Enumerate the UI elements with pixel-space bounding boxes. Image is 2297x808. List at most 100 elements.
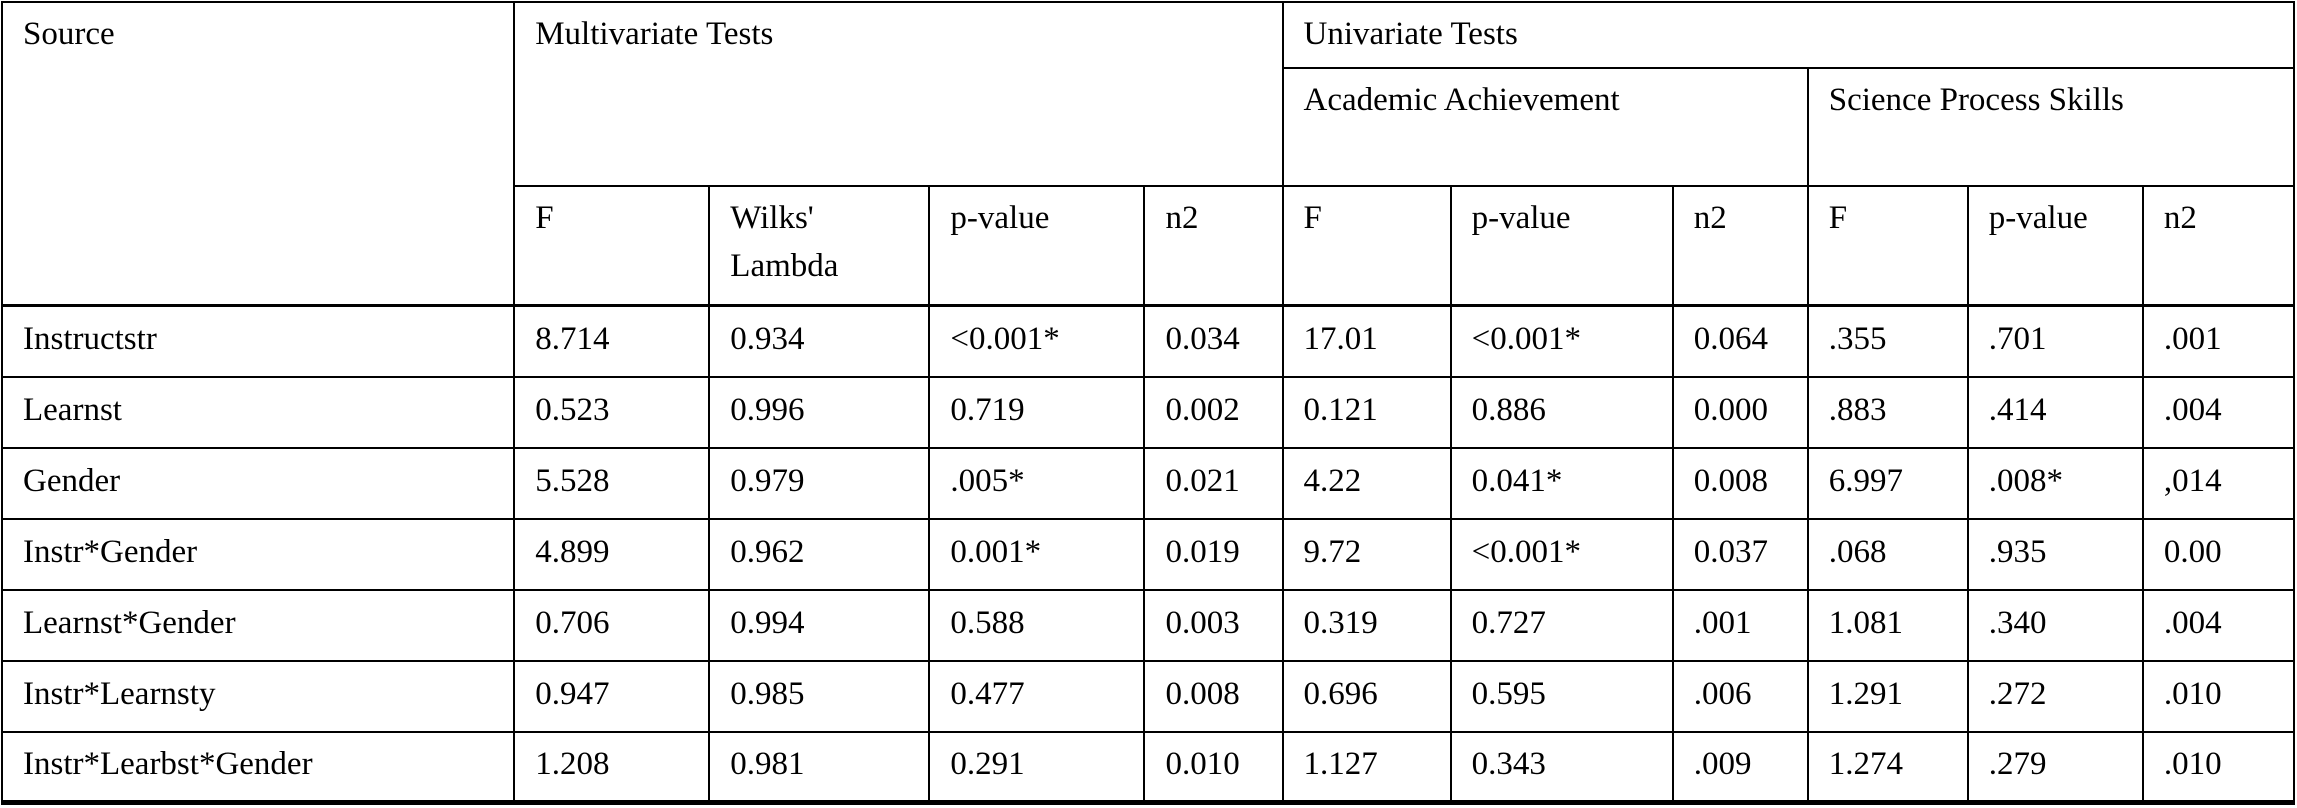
data-cell: .883 <box>1806 375 1969 449</box>
data-cell: 1.081 <box>1806 588 1969 662</box>
data-cell: 1.208 <box>513 730 711 804</box>
data-cell: 0.934 <box>708 304 931 378</box>
data-cell: 0.001* <box>928 517 1146 591</box>
data-cell: 0.523 <box>513 375 711 449</box>
data-cell: .279 <box>1966 730 2144 804</box>
data-cell: 1.291 <box>1806 659 1969 733</box>
row-source-cell: Instr*Learbst*Gender <box>0 730 516 804</box>
data-cell: 0.021 <box>1143 446 1284 520</box>
data-cell: 0.002 <box>1143 375 1284 449</box>
row-source-cell: Learnst*Gender <box>0 588 516 662</box>
data-cell: 0.719 <box>928 375 1146 449</box>
table-row: Instr*Learnsty 0.947 0.985 0.477 0.008 0.696 0… <box>0 659 2296 733</box>
row-source-cell: Gender <box>0 446 516 520</box>
data-cell: 0.319 <box>1281 588 1452 662</box>
table-header: Source Multivariate Tests Univariate Tes… <box>0 1 2296 308</box>
table-row: Instr*Gender 4.899 0.962 0.001* 0.019 9.72 <0.… <box>0 517 2296 591</box>
data-cell: 0.064 <box>1671 304 1809 378</box>
data-cell: 0.595 <box>1449 659 1674 733</box>
data-cell: .008* <box>1966 446 2144 520</box>
header-cell-stat-7: F <box>1806 184 1969 308</box>
data-cell: <0.001* <box>1449 304 1674 378</box>
data-cell: 0.996 <box>708 375 931 449</box>
data-cell: 0.588 <box>928 588 1146 662</box>
table-body: Instructstr 8.714 0.934 <0.001* 0.034 17.01 <0… <box>0 304 2296 804</box>
data-cell: .272 <box>1966 659 2144 733</box>
row-source-cell: Instr*Gender <box>0 517 516 591</box>
data-cell: 17.01 <box>1281 304 1452 378</box>
table-row: Learnst 0.523 0.996 0.719 0.002 0.121 0.886 0.0… <box>0 375 2296 449</box>
data-cell: 0.037 <box>1671 517 1809 591</box>
data-cell: 1.127 <box>1281 730 1452 804</box>
data-cell: .001 <box>1671 588 1809 662</box>
table-row: Gender 5.528 0.979.005* 0.021 4.22 0.041* 0.00… <box>0 446 2296 520</box>
data-cell: .068 <box>1806 517 1969 591</box>
header-row-measures: Academic Achievement Science Process Ski… <box>2 66 2296 187</box>
data-cell: 0.985 <box>708 659 931 733</box>
data-cell: ,014 <box>2141 446 2296 520</box>
data-cell: .010 <box>2141 659 2296 733</box>
row-source-cell: Instr*Learnsty <box>0 659 516 733</box>
data-cell: .010 <box>2141 730 2296 804</box>
data-cell: 5.528 <box>513 446 711 520</box>
data-cell: .701 <box>1966 304 2144 378</box>
header-cell-multivariate-tests: Multivariate Tests <box>513 1 1284 187</box>
data-cell: .340 <box>1966 588 2144 662</box>
data-cell: 0.291 <box>928 730 1146 804</box>
data-cell: .005* <box>928 446 1146 520</box>
data-cell: 0.121 <box>1281 375 1452 449</box>
data-cell: 6.997 <box>1806 446 1969 520</box>
data-cell: .414 <box>1966 375 2144 449</box>
data-cell: 0.008 <box>1671 446 1809 520</box>
data-cell: 0.981 <box>708 730 931 804</box>
header-cell-stat-1: Wilks' Lambda <box>708 184 931 308</box>
data-cell: 9.72 <box>1281 517 1452 591</box>
data-cell: 0.727 <box>1449 588 1674 662</box>
data-cell: 0.477 <box>928 659 1146 733</box>
data-cell: <0.001* <box>1449 517 1674 591</box>
data-cell: .001 <box>2141 304 2296 378</box>
header-cell-stat-3: n2 <box>1143 184 1284 308</box>
data-cell: .935 <box>1966 517 2144 591</box>
table-row: Learnst*Gender 0.706 0.994 0.588 0.003 0.319 0… <box>0 588 2296 662</box>
data-cell: 4.22 <box>1281 446 1452 520</box>
data-cell: .004 <box>2141 375 2296 449</box>
header-cell-source: Source <box>0 1 516 308</box>
data-cell: 0.034 <box>1143 304 1284 378</box>
data-cell: 0.041* <box>1449 446 1674 520</box>
data-cell: 0.696 <box>1281 659 1452 733</box>
data-cell: 0.019 <box>1143 517 1284 591</box>
data-cell: .009 <box>1671 730 1809 804</box>
data-cell: <0.001* <box>928 304 1146 378</box>
data-cell: 0.979 <box>708 446 931 520</box>
data-cell: 0.00 <box>2141 517 2296 591</box>
data-cell: 8.714 <box>513 304 711 378</box>
data-cell: 1.274 <box>1806 730 1969 804</box>
row-source-cell: Learnst <box>0 375 516 449</box>
header-cell-stat-5: p-value <box>1449 184 1674 308</box>
header-cell-stat-8: p-value <box>1966 184 2144 308</box>
data-cell: 0.008 <box>1143 659 1284 733</box>
header-cell-academic-achievement: Academic Achievement <box>1281 66 1809 187</box>
data-cell: 0.010 <box>1143 730 1284 804</box>
data-cell: 0.886 <box>1449 375 1674 449</box>
header-row-groups: Source Multivariate Tests Univariate Tes… <box>0 1 2296 308</box>
data-cell: 0.343 <box>1449 730 1674 804</box>
data-cell: 0.003 <box>1143 588 1284 662</box>
data-cell: .355 <box>1806 304 1969 378</box>
data-cell: .004 <box>2141 588 2296 662</box>
header-cell-science-process-skills: Science Process Skills <box>1806 66 2296 187</box>
table-row: Instr*Learbst*Gender 1.208 0.981 0.291 0.010… <box>0 730 2296 804</box>
header-cell-stat-2: p-value <box>928 184 1146 308</box>
header-cell-stat-0: F <box>513 184 711 308</box>
data-cell: .006 <box>1671 659 1809 733</box>
data-cell: 0.706 <box>513 588 711 662</box>
data-cell: 0.000 <box>1671 375 1809 449</box>
data-cell: 0.947 <box>513 659 711 733</box>
data-cell: 4.899 <box>513 517 711 591</box>
header-cell-stat-4: F <box>1281 184 1452 308</box>
header-cell-stat-6: n2 <box>1671 184 1809 308</box>
